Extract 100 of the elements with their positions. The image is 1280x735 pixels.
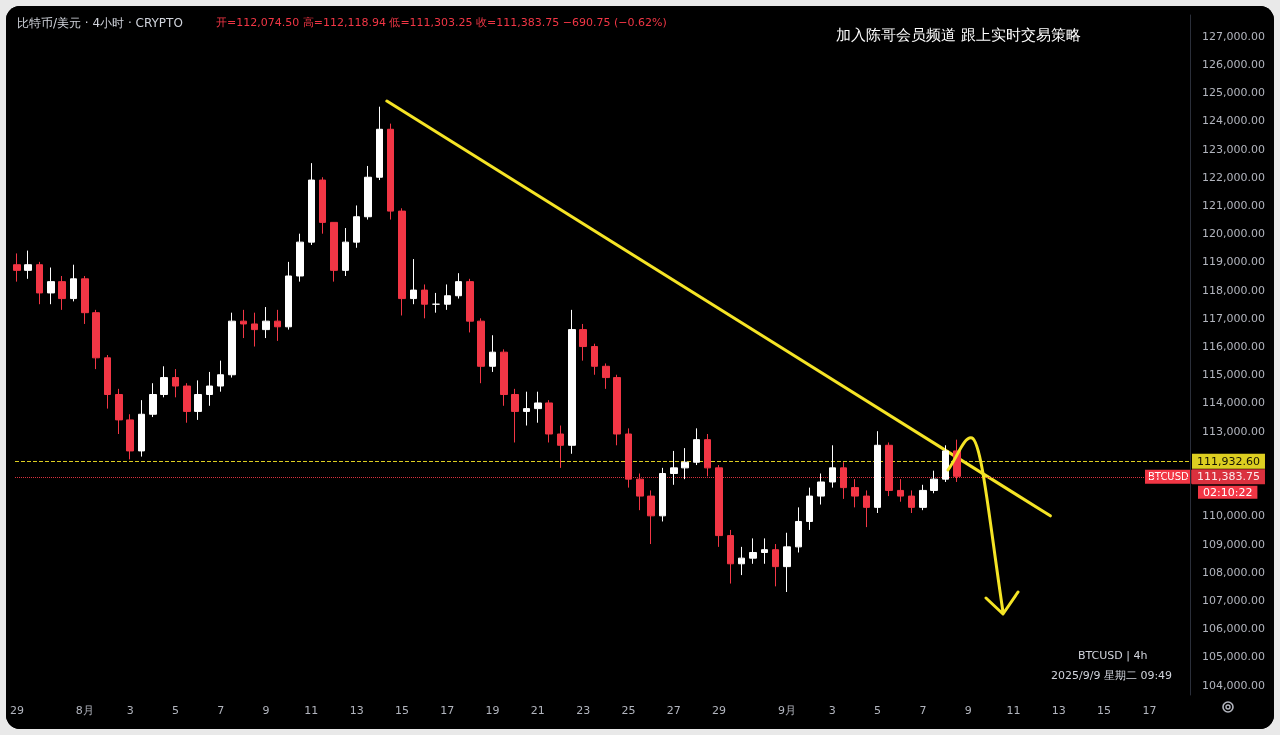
candlestick: [659, 467, 666, 522]
annotation: 2025/9/9 星期二 09:49: [1051, 669, 1173, 682]
candlestick: [296, 233, 304, 283]
y-tick-label: 117,000.00: [1202, 311, 1265, 325]
candlestick: [761, 537, 768, 565]
candlestick: [376, 106, 383, 181]
candlestick: [319, 176, 326, 235]
candlestick: [670, 450, 678, 486]
x-tick-label: 9: [262, 704, 270, 717]
annotation: BTCUSD: [1148, 471, 1190, 483]
y-tick-label: 119,000.00: [1202, 255, 1265, 269]
x-tick-label: 5: [171, 704, 179, 717]
x-tick-label: 8月: [75, 704, 94, 717]
candlestick: [545, 399, 553, 443]
x-tick-label: 13: [349, 704, 364, 717]
candlestick: [908, 489, 915, 514]
annotation: BTCUSD | 4h: [1078, 649, 1148, 662]
candlestick: [285, 261, 292, 331]
x-tick-label: 27: [666, 704, 681, 717]
candlestick: [795, 506, 802, 554]
y-tick-label: 118,000.00: [1202, 283, 1265, 297]
candlestick: [727, 529, 734, 585]
y-tick-label: 126,000.00: [1202, 57, 1265, 71]
x-tick-label: 11: [304, 704, 319, 717]
candlestick: [738, 546, 745, 576]
candlestick: [817, 473, 825, 506]
candlestick: [942, 444, 949, 483]
candlestick: [455, 272, 462, 300]
x-tick-label: 29: [9, 704, 24, 717]
y-tick-label: 104,000.00: [1202, 678, 1265, 692]
x-tick-label: 11: [1006, 704, 1021, 717]
candlestick: [262, 306, 270, 339]
x-tick-label: 3: [126, 704, 134, 717]
x-tick-label: 13: [1051, 704, 1066, 717]
x-tick-label: 9: [964, 704, 972, 717]
candlestick: [829, 444, 836, 489]
candlestick: [602, 362, 610, 390]
candlestick: [579, 323, 587, 362]
candlestick: [24, 250, 32, 280]
y-tick-label: 127,000.00: [1202, 29, 1265, 43]
candlestick: [387, 123, 394, 221]
candlestick: [432, 292, 440, 314]
candlestick: [568, 309, 576, 455]
y-tick-label: 125,000.00: [1202, 86, 1265, 100]
candlestick: [693, 427, 700, 466]
candlestick: [251, 312, 258, 348]
candlestick: [138, 399, 145, 458]
candlestick: [523, 391, 530, 427]
candlestick: [772, 543, 779, 587]
text: 02:10:22: [1203, 485, 1253, 499]
x-tick-label: 7: [217, 704, 225, 717]
candlestick: [534, 391, 542, 424]
x-tick-label: 19: [485, 704, 500, 717]
y-tick-label: 113,000.00: [1202, 424, 1265, 438]
candlestick: [58, 275, 66, 311]
x-tick-label: 15: [1097, 704, 1112, 717]
chart-title: 比特币/美元 · 4小时 · CRYPTO: [17, 16, 183, 30]
candlestick: [500, 348, 508, 407]
ref-line-label: 111,932.60: [1197, 454, 1260, 468]
y-tick-label: 109,000.00: [1202, 537, 1265, 551]
x-tick-label: 15: [394, 704, 409, 717]
candlestick: [126, 413, 134, 460]
candlestick: [353, 204, 360, 249]
x-tick-label: 17: [1142, 704, 1157, 717]
candlestick: [489, 334, 496, 373]
ref-line-label: 111,383.75: [1197, 470, 1260, 484]
candlestick: [36, 261, 43, 305]
y-tick-label: 107,000.00: [1202, 593, 1265, 607]
candlestick: [308, 162, 315, 246]
candlestick: [511, 388, 519, 443]
candlestick: [342, 227, 349, 277]
candlestick: [421, 283, 428, 319]
x-tick-label: 17: [440, 704, 455, 717]
candlestick: [806, 487, 813, 531]
candlestick: [183, 382, 191, 424]
candlestick: [681, 447, 689, 480]
x-tick-label: 29: [712, 704, 727, 717]
y-tick-label: 105,000.00: [1202, 650, 1265, 664]
candlestick: [930, 470, 938, 494]
candlestick: [613, 374, 621, 446]
candlestick: [851, 478, 859, 508]
candlestick: [274, 309, 281, 342]
candlestick: [557, 425, 564, 469]
candlestick: [749, 537, 757, 565]
y-tick-label: 115,000.00: [1202, 368, 1265, 382]
candlestick: [228, 312, 236, 379]
x-tick-label: 23: [576, 704, 591, 717]
annotation: 加入陈哥会员频道 跟上实时交易策略: [836, 25, 1081, 44]
y-tick-label: 114,000.00: [1202, 396, 1265, 410]
candlestick: [240, 309, 247, 339]
y-tick-label: 122,000.00: [1202, 170, 1265, 184]
candlestick: [874, 430, 881, 514]
y-tick-label: 108,000.00: [1202, 565, 1265, 579]
y-tick-label: 124,000.00: [1202, 114, 1265, 128]
y-tick-label: 116,000.00: [1202, 340, 1265, 354]
candlestick: [477, 317, 485, 384]
candlestick: [647, 489, 655, 545]
chart-subtitle: 开=112,074.50 高=112,118.94 低=111,303.25 收=111,383.75 −690.75 (−0.62%): [216, 16, 667, 29]
x-tick-label: 25: [621, 704, 636, 717]
x-tick-label: 7: [919, 704, 927, 717]
